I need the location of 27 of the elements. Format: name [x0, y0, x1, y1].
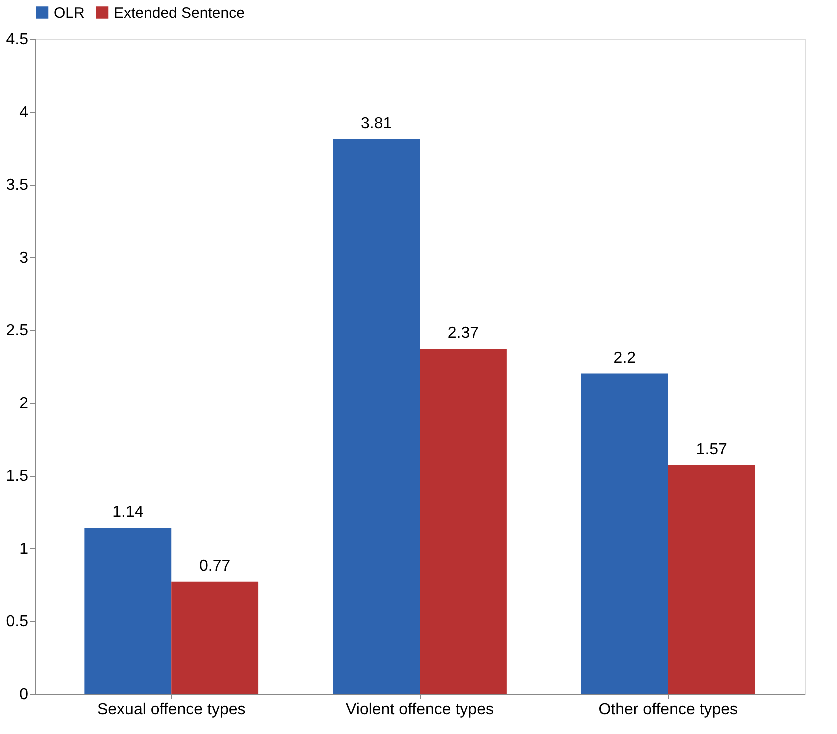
data-label: 2.37 [448, 325, 480, 342]
y-tick-label: 3 [20, 250, 29, 267]
y-tick-label: 1.5 [6, 468, 29, 486]
legend-label: Extended Sentence [114, 4, 245, 22]
y-tick-label: 3.5 [6, 177, 29, 194]
data-label: 1.14 [112, 504, 144, 522]
data-label: 0.77 [200, 558, 231, 575]
y-tick-label: 0.5 [6, 614, 29, 631]
x-tick-label: Other offence types [598, 702, 738, 718]
y-tick-label: 2.5 [6, 322, 29, 340]
bar [668, 465, 756, 694]
y-tick-label: 2 [20, 395, 29, 412]
y-tick-label: 4 [20, 104, 29, 122]
data-label: 3.81 [360, 115, 392, 132]
bar [172, 582, 259, 694]
y-tick-label: 1 [20, 540, 29, 558]
bar [581, 374, 668, 694]
bar [84, 528, 172, 694]
y-tick-label: 4.5 [6, 32, 29, 48]
x-tick-label: Violent offence types [346, 702, 494, 718]
x-tick-label: Sexual offence types [97, 702, 246, 718]
data-label: 1.57 [696, 441, 728, 458]
legend-label: OLR [54, 4, 86, 22]
bar [333, 139, 420, 694]
y-tick-label: 0 [20, 686, 29, 704]
bar [420, 349, 507, 694]
data-label: 2.2 [614, 350, 636, 367]
